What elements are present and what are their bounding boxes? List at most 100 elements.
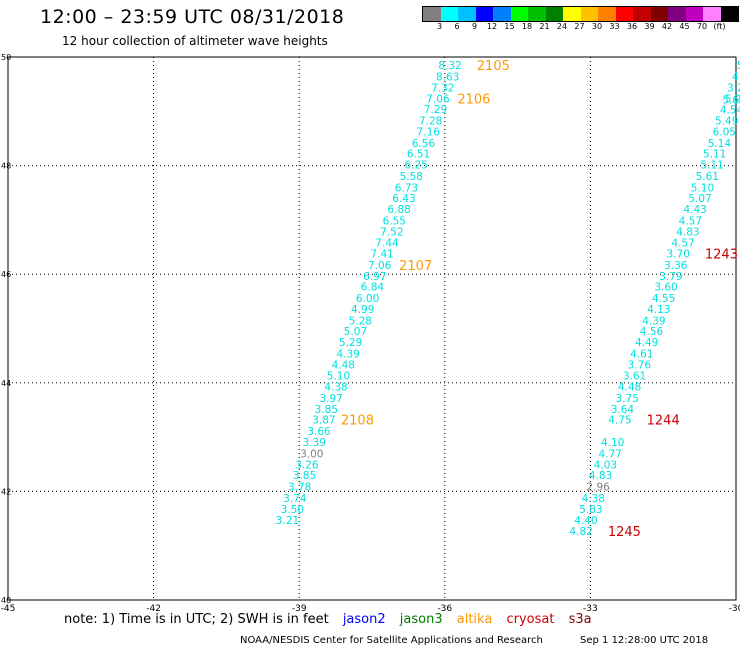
wave-height-value: 3.50: [281, 504, 304, 516]
wave-height-value: 5.64: [722, 94, 740, 106]
wave-height-value: 3.60: [654, 282, 677, 294]
y-tick-label: 42: [1, 487, 11, 496]
color-swatch: [703, 7, 721, 21]
color-swatch: [493, 7, 511, 21]
wave-height-value: 5.07: [688, 193, 711, 205]
wave-height-value: 3.26: [295, 459, 319, 471]
wave-height-value: 5.49: [715, 116, 738, 128]
color-scale-label: 6: [454, 22, 460, 31]
wave-height-value: 3.66: [307, 426, 331, 438]
wave-height-value: 6.51: [407, 149, 430, 161]
wave-height-value: 5.58: [400, 171, 423, 183]
pass-time-label: 2105: [477, 59, 510, 74]
wave-height-value: 6.97: [363, 271, 386, 283]
x-tick-label: -45: [1, 604, 16, 614]
color-swatch: [528, 7, 546, 21]
wave-height-value: 4.48: [332, 359, 355, 371]
wave-height-value: 7.29: [424, 104, 447, 116]
y-tick-label: 50: [1, 53, 11, 62]
color-swatch: [668, 7, 686, 21]
color-scale-label: 24: [556, 22, 568, 31]
wave-height-value: 4.43: [683, 204, 706, 216]
y-tick-label: 44: [1, 379, 11, 388]
wave-height-value: 3.64: [611, 404, 635, 416]
color-scale-label: 39: [644, 22, 655, 31]
color-swatch: [685, 7, 703, 21]
wave-height-value: 4.52: [732, 72, 740, 84]
color-scale-label: 30: [591, 22, 603, 31]
wave-height-value: 3.70: [667, 249, 690, 261]
wave-height-value: 3.79: [659, 271, 682, 283]
wave-height-value: 4.03: [594, 459, 617, 471]
wave-height-value: 4.13: [647, 304, 670, 316]
color-scale-label: 27: [574, 22, 585, 31]
color-scale-label: 33: [609, 22, 620, 31]
wave-height-value: 7.06: [368, 260, 392, 272]
color-swatch: [423, 7, 441, 21]
wave-height-value: 3.28: [727, 82, 740, 94]
wave-height-value: 3.87: [312, 415, 335, 427]
x-tick-label: -36: [437, 604, 452, 614]
color-scale-label: 9: [471, 22, 478, 31]
legend-s3a: s3a: [568, 612, 592, 627]
wave-height-value: 4.40: [574, 515, 597, 527]
legend-jason2: jason2: [342, 612, 386, 627]
map-subtitle: 12 hour collection of altimeter wave hei…: [62, 34, 328, 48]
color-swatch: [633, 7, 651, 21]
wave-height-value: 7.32: [431, 82, 454, 94]
color-swatch: [545, 7, 563, 21]
wave-height-value: 6.55: [383, 215, 406, 227]
wave-height-value: 4.54: [720, 105, 740, 117]
wave-height-value: 5.28: [349, 315, 372, 327]
wave-height-value: 4.49: [635, 337, 658, 349]
color-swatch: [510, 7, 528, 21]
wave-height-value: 3.00: [300, 448, 323, 460]
footer-timestamp: Sep 1 12:28:00 UTC 2018: [580, 635, 709, 646]
pass-time-label: 1243: [705, 248, 738, 263]
color-swatch: [580, 7, 598, 21]
legend-jason3: jason3: [399, 612, 443, 627]
wave-height-value: 7.28: [419, 116, 442, 128]
y-tick-label: 48: [1, 162, 11, 171]
wave-height-value: 4.39: [336, 348, 359, 360]
wave-height-value: 6.56: [412, 138, 436, 150]
pass-time-label: 1245: [608, 525, 641, 540]
color-scale-label: 36: [626, 22, 638, 31]
wave-height-value: 4.38: [582, 493, 605, 505]
color-swatch: [475, 7, 493, 21]
wave-height-value: 4.48: [618, 382, 641, 394]
color-scale-bar: [422, 6, 739, 22]
wave-height-value: 3.85: [293, 470, 316, 482]
wave-height-value: 3.21: [276, 515, 299, 527]
color-scale-label: 18: [521, 22, 533, 31]
wave-height-value: 3.36: [664, 260, 688, 272]
color-scale-label: 70: [696, 22, 708, 31]
wave-height-value: 4.39: [642, 315, 665, 327]
map-frame: [7, 56, 737, 601]
color-swatch: [650, 7, 668, 21]
wave-height-value: 4.83: [676, 226, 699, 238]
wave-height-value: 8.63: [436, 72, 459, 84]
wave-height-value: 7.16: [417, 126, 441, 138]
wave-height-value: 3.75: [616, 393, 639, 405]
color-scale-label: 12: [486, 22, 498, 31]
wave-height-value: 6.84: [361, 282, 385, 294]
wave-height-value: 4.57: [679, 215, 702, 227]
wave-height-value: 3.39: [303, 437, 326, 449]
pass-time-label: 2108: [341, 414, 374, 429]
pass-time-label: 1244: [647, 414, 680, 429]
wave-height-value: 3.61: [623, 371, 646, 383]
legend: note: 1) Time is in UTC; 2) SWH is in fe…: [64, 612, 602, 627]
wave-height-value: 3.97: [319, 393, 342, 405]
wave-height-value: 6.05: [713, 126, 736, 138]
x-tick-label: -30: [729, 604, 740, 614]
wave-height-value: 5.61: [696, 171, 719, 183]
wave-height-value: 2.96: [586, 482, 610, 494]
color-scale-label: 42: [661, 22, 673, 31]
color-scale-label: 15: [504, 22, 515, 31]
wave-height-value: 6.00: [356, 293, 379, 305]
color-scale-label: 45: [679, 22, 690, 31]
pass-time-label: 2106: [457, 92, 490, 107]
wave-height-value: 7.06: [426, 93, 450, 105]
